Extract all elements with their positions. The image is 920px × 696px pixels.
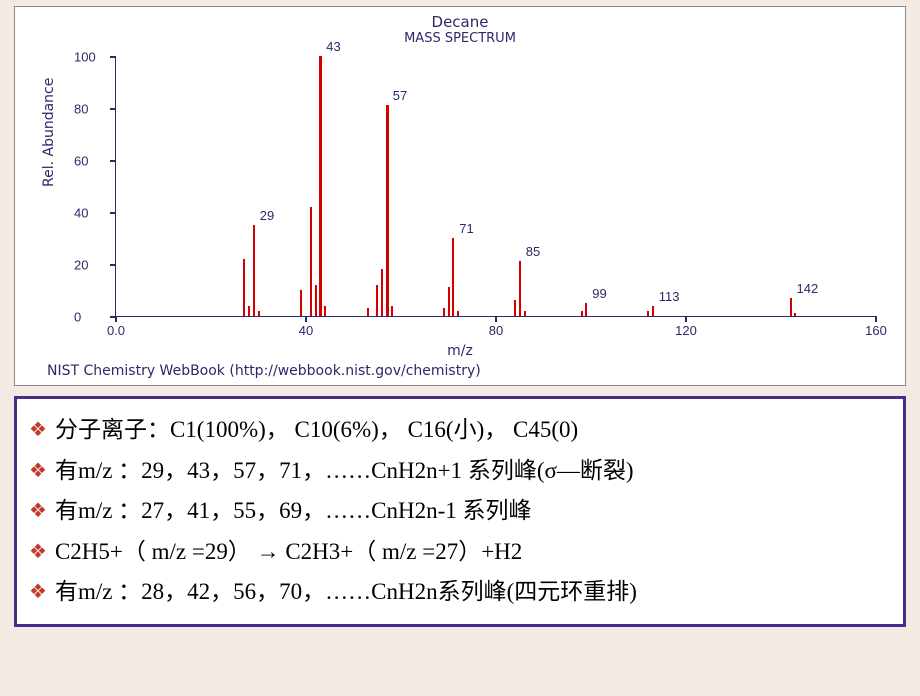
spectrum-peak [310,207,312,316]
peak-label: 71 [459,221,473,236]
x-axis-label: m/z [447,343,473,359]
bullet-icon: ❖ [29,575,47,609]
peak-label: 29 [260,208,274,223]
x-tick-label: 120 [675,323,697,338]
spectrum-peak [452,238,454,316]
spectrum-peak [519,261,521,316]
spectrum-peak [448,287,450,316]
mass-spectrum-chart: Decane MASS SPECTRUM Rel. Abundance 0 20 4… [14,6,906,386]
x-tick-label: 80 [489,323,503,338]
spectrum-peak [319,56,322,316]
spectrum-peak [243,259,245,316]
annotation-text: 有m/z ：27，41，55，69，……CnH2n-1 系列峰 [55,494,532,529]
bullet-icon: ❖ [29,494,47,528]
annotation-text: 有m/z ：29，43，57，71，……CnH2n+1 系列峰(σ—断裂) [55,454,634,489]
spectrum-peak [248,306,250,316]
peak-label: 57 [393,88,407,103]
spectrum-peak [652,306,654,316]
spectrum-peak [315,285,317,316]
peak-label: 142 [797,281,819,296]
spectrum-peak [381,269,383,316]
annotation-line: ❖有m/z ：28，42，56，70，……CnH2n系列峰(四元环重排) [29,575,891,610]
annotation-box: ❖分子离子：C1(100%)， C10(6%)， C16(小)， C45(0)❖… [14,396,906,627]
x-tick-label: 160 [865,323,887,338]
spectrum-peak [790,298,792,316]
spectrum-peak [367,308,369,316]
y-tick-label: 60 [74,154,88,169]
annotation-text: 有m/z ：28，42，56，70，……CnH2n系列峰(四元环重排) [55,575,637,610]
chart-title: Decane [15,7,905,31]
bullet-icon: ❖ [29,535,47,569]
x-tick-label: 40 [299,323,313,338]
chart-attribution: NIST Chemistry WebBook (http://webbook.n… [47,363,481,379]
bullet-icon: ❖ [29,454,47,488]
y-tick-label: 20 [74,258,88,273]
spectrum-peak [258,311,260,316]
peak-label: 43 [326,39,340,54]
spectrum-peak [391,306,393,316]
plot-area: 0204060801000.04080120160294357718599113… [115,57,875,317]
spectrum-peak [514,300,516,316]
spectrum-peak [386,105,389,316]
spectrum-peak [457,311,459,316]
spectrum-peak [376,285,378,316]
y-axis-label: Rel. Abundance [41,78,57,187]
spectrum-peak [443,308,445,316]
bullet-icon: ❖ [29,413,47,447]
y-tick-label: 40 [74,206,88,221]
spectrum-peak [647,311,649,316]
annotation-text: 分子离子：C1(100%)， C10(6%)， C16(小)， C45(0) [55,413,578,448]
x-tick-label: 0.0 [107,323,125,338]
peak-label: 99 [592,286,606,301]
spectrum-peak [585,303,587,316]
peak-label: 113 [659,289,680,304]
annotation-line: ❖分子离子：C1(100%)， C10(6%)， C16(小)， C45(0) [29,413,891,448]
annotation-line: ❖有m/z ：27，41，55，69，……CnH2n-1 系列峰 [29,494,891,529]
peak-label: 85 [526,244,540,259]
spectrum-peak [253,225,255,316]
spectrum-peak [300,290,302,316]
y-tick-label: 100 [74,50,96,65]
spectrum-peak [324,306,326,316]
spectrum-peak [524,311,526,316]
annotation-text: C2H5+（ m/z =29） → C2H3+（ m/z =27）+H2 [55,535,522,570]
annotation-line: ❖有m/z ：29，43，57，71，……CnH2n+1 系列峰(σ—断裂) [29,454,891,489]
spectrum-peak [794,313,796,316]
y-tick-label: 0 [74,310,81,325]
spectrum-peak [581,311,583,316]
chart-subtitle: MASS SPECTRUM [15,31,905,46]
annotation-line: ❖ C2H5+（ m/z =29） → C2H3+（ m/z =27）+H2 [29,535,891,570]
y-tick-label: 80 [74,102,88,117]
